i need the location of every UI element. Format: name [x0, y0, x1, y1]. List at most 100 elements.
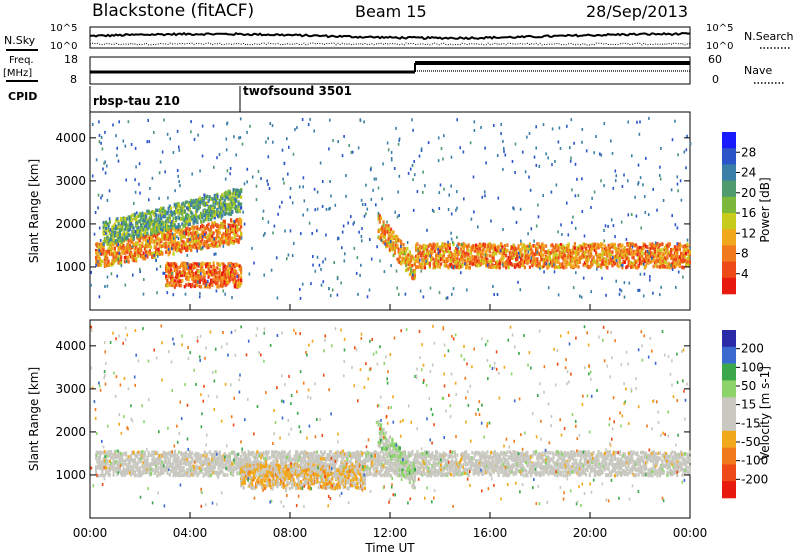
range-cell	[125, 458, 128, 462]
range-cell	[217, 230, 220, 235]
range-cell	[102, 232, 105, 236]
range-cell	[121, 225, 124, 229]
range-cell	[147, 234, 150, 238]
scatter-cell	[535, 163, 538, 167]
range-cell	[223, 191, 226, 196]
scatter-cell	[286, 137, 288, 141]
range-cell	[642, 246, 645, 251]
range-cell	[142, 221, 145, 225]
scatter-cell	[98, 120, 100, 124]
range-cell	[438, 256, 441, 261]
scatter-cell	[438, 207, 441, 210]
range-cell	[192, 245, 195, 249]
range-cell	[172, 210, 175, 215]
range-cell	[508, 257, 511, 261]
range-cell	[152, 240, 155, 244]
range-cell	[213, 280, 216, 284]
range-cell	[383, 235, 386, 240]
scatter-cell	[654, 241, 657, 245]
scatter-cell	[243, 182, 246, 186]
range-cell	[211, 221, 214, 226]
range-cell	[240, 266, 243, 270]
range-cell	[471, 259, 474, 264]
scatter-cell	[607, 224, 609, 228]
range-cell	[163, 233, 166, 238]
scatter-cell	[381, 197, 383, 201]
range-cell	[112, 461, 115, 466]
range-cell	[135, 223, 138, 227]
scatter-cell	[456, 244, 458, 248]
range-cell	[132, 232, 135, 236]
scatter-cell	[502, 228, 504, 231]
range-cell	[392, 244, 395, 248]
range-cell	[173, 239, 176, 243]
scatter-cell	[555, 183, 558, 187]
range-cell	[155, 223, 158, 228]
range-cell	[136, 234, 139, 238]
range-cell	[523, 265, 526, 270]
range-cell	[538, 262, 541, 266]
range-cell	[165, 466, 168, 470]
range-cell	[228, 189, 231, 194]
range-cell	[170, 279, 173, 283]
range-cell	[158, 220, 161, 225]
range-cell	[143, 453, 146, 458]
scatter-cell	[246, 180, 248, 184]
range-cell	[497, 263, 500, 267]
range-cell	[177, 455, 180, 460]
range-cell	[211, 224, 214, 228]
range-cell	[216, 285, 219, 289]
range-cell	[406, 256, 409, 260]
range-cell	[183, 209, 186, 213]
range-cell	[537, 264, 540, 269]
range-cell	[167, 265, 170, 269]
scatter-cell	[398, 292, 400, 296]
range-cell	[437, 245, 440, 250]
range-cell	[556, 253, 559, 258]
range-cell	[423, 256, 426, 261]
range-cell	[137, 214, 140, 218]
range-cell	[567, 261, 570, 266]
range-cell	[397, 250, 400, 254]
range-cell	[663, 246, 666, 250]
range-cell	[533, 261, 536, 266]
range-cell	[218, 236, 221, 241]
scatter-cell	[493, 293, 495, 296]
range-cell	[148, 220, 151, 225]
range-cell	[165, 237, 168, 241]
scatter-cell	[325, 233, 327, 237]
scatter-cell	[398, 214, 400, 217]
range-cell	[166, 268, 169, 272]
scatter-cell	[221, 196, 224, 200]
range-cell	[606, 266, 609, 270]
range-cell	[98, 461, 101, 465]
scatter-cell	[198, 262, 200, 266]
range-cell	[168, 267, 171, 271]
range-cell	[466, 245, 469, 249]
range-cell	[191, 200, 194, 204]
range-cell	[197, 246, 200, 250]
range-cell	[670, 248, 673, 253]
range-cell	[150, 234, 153, 238]
range-cell	[233, 227, 236, 232]
range-cell	[220, 273, 223, 277]
range-cell	[173, 265, 176, 269]
range-cell	[657, 244, 660, 248]
scatter-cell	[116, 146, 118, 150]
scatter-cell	[683, 150, 686, 154]
range-cell	[450, 250, 453, 255]
range-cell	[618, 243, 621, 247]
range-cell	[188, 203, 191, 207]
range-cell	[183, 271, 186, 275]
range-cell	[228, 205, 231, 210]
range-cell	[560, 263, 563, 268]
range-cell	[173, 453, 176, 458]
range-cell	[233, 232, 236, 237]
range-cell	[662, 263, 665, 268]
range-cell	[173, 223, 176, 227]
range-cell	[466, 253, 469, 258]
range-cell	[675, 254, 678, 258]
range-cell	[236, 188, 239, 192]
scatter-cell	[196, 249, 198, 253]
range-cell	[613, 255, 616, 260]
